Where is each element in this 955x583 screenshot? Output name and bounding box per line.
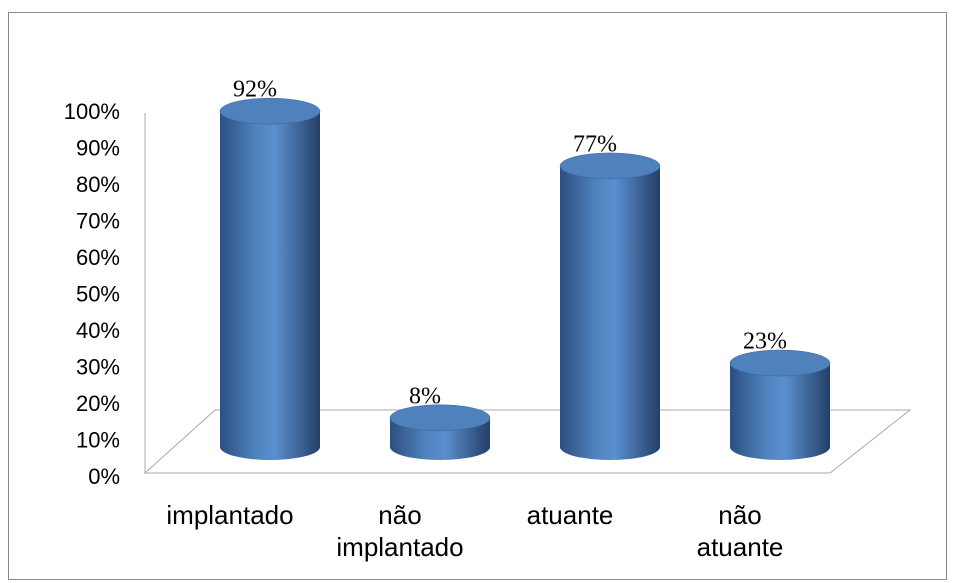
y-tick-label: 10% bbox=[76, 427, 120, 452]
y-tick-label: 40% bbox=[76, 318, 120, 343]
y-tick-label: 0% bbox=[88, 464, 120, 489]
bar-body bbox=[220, 111, 320, 460]
x-tick-label: implantado bbox=[166, 500, 294, 530]
floor bbox=[143, 409, 912, 474]
x-tick-label: atuante bbox=[526, 500, 614, 530]
y-tick-label: 50% bbox=[76, 281, 120, 306]
bar bbox=[729, 349, 831, 460]
bar-body bbox=[560, 165, 660, 460]
y-tick-label: 70% bbox=[76, 208, 120, 233]
chart-border bbox=[8, 12, 947, 580]
value-label: 92% bbox=[233, 77, 277, 103]
x-tick-label: não atuante bbox=[696, 500, 784, 562]
value-label: 23% bbox=[743, 329, 787, 355]
x-tick-label: não implantado bbox=[336, 500, 464, 562]
bar-cap bbox=[559, 152, 661, 180]
y-tick-label: 90% bbox=[76, 135, 120, 160]
bar bbox=[219, 97, 321, 460]
bar bbox=[389, 404, 491, 460]
value-label: 8% bbox=[409, 383, 441, 409]
bar-cap bbox=[219, 97, 321, 125]
bar-cap bbox=[729, 349, 831, 377]
y-tick-label: 100% bbox=[64, 99, 120, 124]
bar-cap bbox=[389, 404, 491, 432]
y-tick-label: 80% bbox=[76, 172, 120, 197]
y-tick-label: 20% bbox=[76, 391, 120, 416]
bar bbox=[559, 152, 661, 460]
y-tick-label: 30% bbox=[76, 354, 120, 379]
bar-body bbox=[730, 363, 830, 460]
y-tick-label: 60% bbox=[76, 245, 120, 270]
value-label: 77% bbox=[573, 131, 617, 157]
